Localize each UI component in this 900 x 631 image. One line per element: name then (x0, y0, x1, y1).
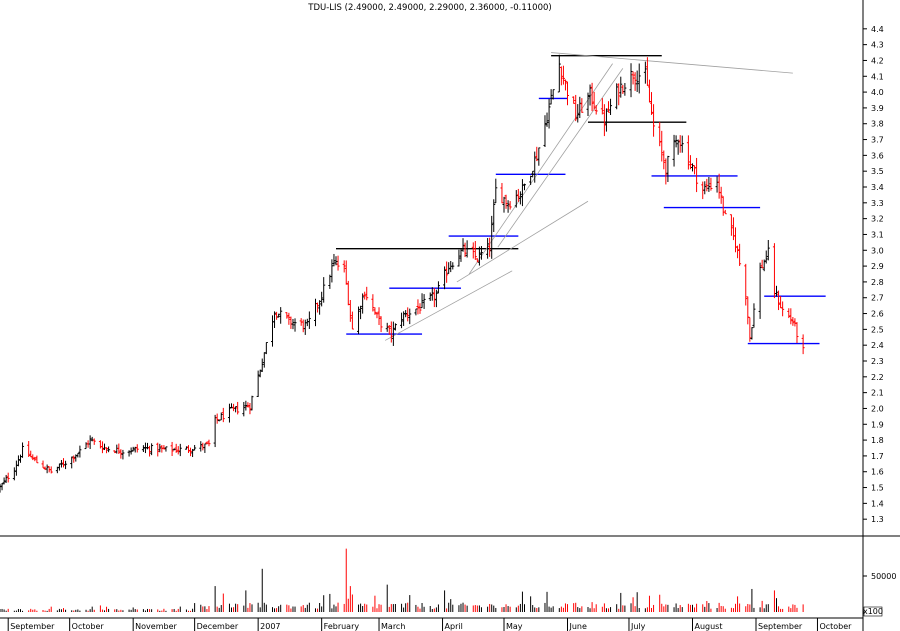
price-tick-label: 3.9 (871, 104, 884, 113)
price-tick-label: 1.3 (871, 515, 884, 524)
month-tick-label: 2007 (260, 622, 280, 631)
price-tick-label: 3.7 (871, 136, 884, 145)
price-tick-label: 3.2 (871, 215, 884, 224)
price-tick-label: 1.7 (871, 452, 884, 461)
price-tick-label: 3.6 (871, 151, 884, 160)
month-tick-label: October (819, 622, 852, 631)
month-tick-label: November (135, 622, 177, 631)
price-tick-label: 1.5 (871, 484, 884, 493)
price-tick-label: 2.6 (871, 310, 884, 319)
price-tick-label: 3.1 (871, 230, 884, 239)
price-tick-label: 1.9 (871, 420, 884, 429)
month-tick-label: February (324, 622, 360, 631)
time-axis-ticks: September October November December 2007 Febr… (7, 618, 852, 631)
volume-multiplier-label: x100 (863, 607, 883, 616)
price-tick-label: 1.8 (871, 436, 884, 445)
price-tick-label: 2.2 (871, 373, 884, 382)
month-tick-label: August (694, 622, 722, 631)
month-tick-label: July (630, 622, 646, 631)
price-tick-label: 3.0 (871, 246, 884, 255)
volume-bars (0, 548, 804, 612)
volume-axis-ticks: 500000x100 (863, 572, 896, 617)
volume-tick-label: 50000 (871, 572, 896, 581)
month-tick-label: June (569, 622, 588, 631)
price-tick-label: 2.9 (871, 262, 884, 271)
trend-overlay-line (456, 200, 589, 283)
volume-multiplier-box (863, 606, 883, 617)
price-tick-label: 2.0 (871, 404, 884, 413)
month-tick-label: March (381, 622, 405, 631)
price-tick-label: 1.6 (871, 468, 884, 477)
month-tick-label: September (10, 622, 55, 631)
price-tick-label: 4.0 (871, 88, 884, 97)
trend-overlay-line (551, 52, 793, 74)
price-tick-label: 3.3 (871, 199, 884, 208)
month-tick-label: October (72, 622, 105, 631)
month-tick-label: December (197, 622, 239, 631)
price-bars (0, 54, 805, 493)
price-tick-label: 2.8 (871, 278, 884, 287)
price-axis-ticks: 1.3 1.4 1.5 1.6 1.7 1.8 1.9 2.0 2.1 2.2 2.3 2.4 2.5 2… (863, 25, 884, 524)
month-tick-label: September (758, 622, 803, 631)
price-tick-label: 4.4 (871, 25, 884, 34)
price-tick-label: 1.4 (871, 499, 884, 508)
price-tick-label: 2.7 (871, 294, 884, 303)
price-tick-label: 2.5 (871, 325, 884, 334)
price-tick-label: 2.1 (871, 389, 884, 398)
month-tick-label: May (506, 622, 523, 631)
trend-overlay-line (468, 63, 613, 275)
price-tick-label: 3.8 (871, 120, 884, 129)
price-tick-label: 4.1 (871, 72, 884, 81)
price-tick-label: 2.4 (871, 341, 884, 350)
trend-overlay-line (384, 270, 513, 341)
month-tick-label: April (445, 622, 463, 631)
price-tick-label: 4.2 (871, 56, 884, 65)
price-tick-label: 3.4 (871, 183, 884, 192)
price-tick-label: 4.3 (871, 41, 884, 50)
chart-title: TDU-LIS (2.49000, 2.49000, 2.29000, 2.36… (307, 3, 551, 13)
price-tick-label: 3.5 (871, 167, 884, 176)
price-tick-label: 2.3 (871, 357, 884, 366)
